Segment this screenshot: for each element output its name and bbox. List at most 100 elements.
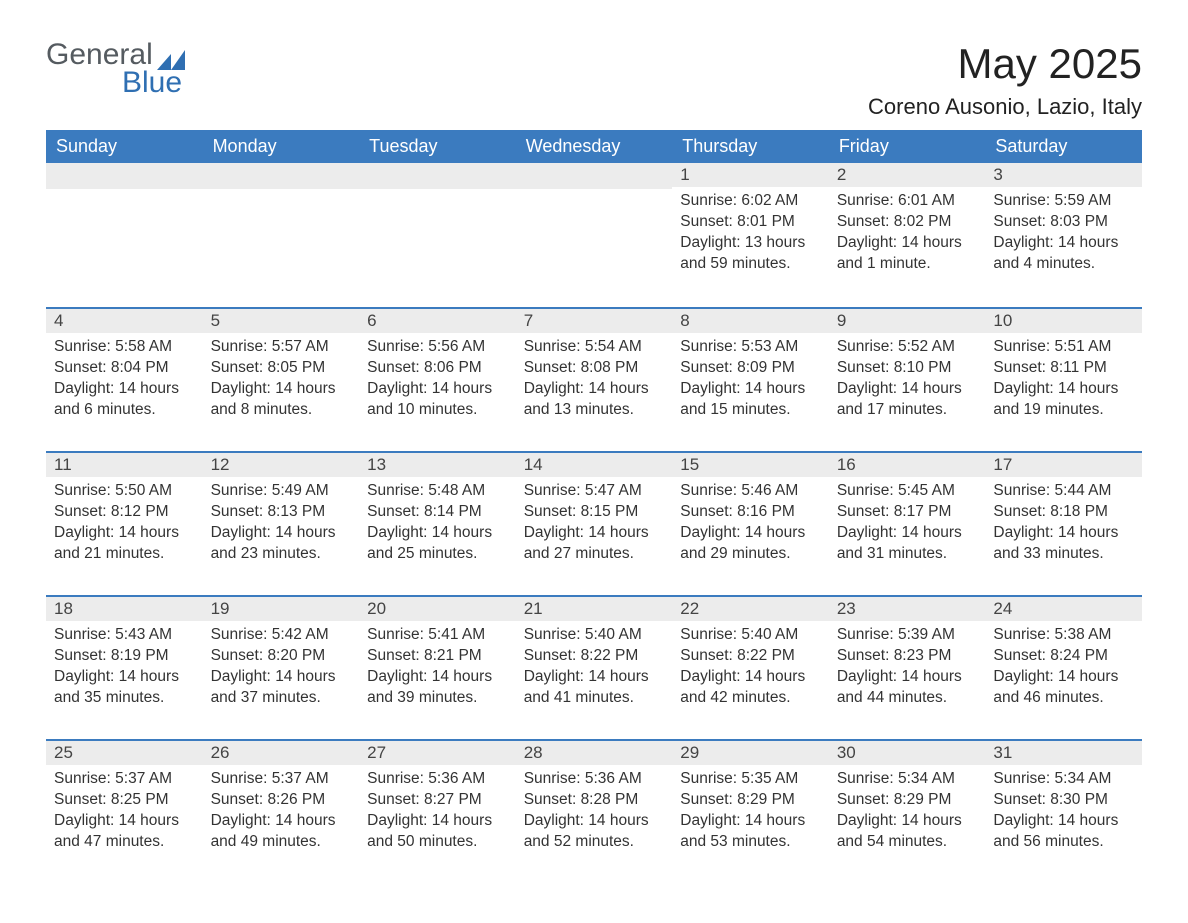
sunrise-line: Sunrise: 6:02 AM [680, 191, 821, 212]
day-number: 20 [359, 597, 516, 621]
sunrise-line: Sunrise: 5:56 AM [367, 337, 508, 358]
sunset-line-value: 8:20 PM [267, 647, 325, 664]
logo-word2: Blue [122, 68, 185, 98]
sunrise-line: Sunrise: 5:45 AM [837, 481, 978, 502]
sunrise-line-label: Sunrise: [524, 626, 585, 643]
day-details: Sunrise: 5:49 AMSunset: 8:13 PMDaylight:… [203, 477, 360, 595]
calendar-day-cell: 4Sunrise: 5:58 AMSunset: 8:04 PMDaylight… [46, 308, 203, 452]
sunset-line-value: 8:04 PM [111, 359, 169, 376]
day-details: Sunrise: 5:37 AMSunset: 8:26 PMDaylight:… [203, 765, 360, 883]
day-details: Sunrise: 5:56 AMSunset: 8:06 PMDaylight:… [359, 333, 516, 451]
day-details: Sunrise: 5:36 AMSunset: 8:27 PMDaylight:… [359, 765, 516, 883]
sunrise-line-value: 5:56 AM [428, 338, 485, 355]
sunrise-line-label: Sunrise: [993, 192, 1054, 209]
calendar-day-cell [516, 163, 673, 308]
sunrise-line-value: 5:54 AM [585, 338, 642, 355]
sunset-line-value: 8:26 PM [267, 791, 325, 808]
daylight-line: Daylight: 14 hours and 4 minutes. [993, 233, 1134, 275]
daylight-line: Daylight: 14 hours and 33 minutes. [993, 523, 1134, 565]
sunset-line: Sunset: 8:22 PM [524, 646, 665, 667]
day-number: 23 [829, 597, 986, 621]
day-number: 12 [203, 453, 360, 477]
day-details: Sunrise: 5:58 AMSunset: 8:04 PMDaylight:… [46, 333, 203, 451]
day-details: Sunrise: 5:36 AMSunset: 8:28 PMDaylight:… [516, 765, 673, 883]
daylight-line-label: Daylight: [837, 524, 902, 541]
sunrise-line-value: 5:34 AM [1055, 770, 1112, 787]
day-number: 19 [203, 597, 360, 621]
sunrise-line: Sunrise: 5:51 AM [993, 337, 1134, 358]
day-number: 10 [985, 309, 1142, 333]
sunrise-line-label: Sunrise: [993, 626, 1054, 643]
sunrise-line-label: Sunrise: [680, 482, 741, 499]
day-number: 7 [516, 309, 673, 333]
sunset-line: Sunset: 8:03 PM [993, 212, 1134, 233]
daylight-line: Daylight: 14 hours and 35 minutes. [54, 667, 195, 709]
sunrise-line: Sunrise: 5:40 AM [524, 625, 665, 646]
calendar-day-cell: 26Sunrise: 5:37 AMSunset: 8:26 PMDayligh… [203, 740, 360, 883]
daylight-line-label: Daylight: [680, 234, 745, 251]
daylight-line: Daylight: 14 hours and 39 minutes. [367, 667, 508, 709]
sunset-line-label: Sunset: [524, 503, 581, 520]
sunset-line-value: 8:18 PM [1050, 503, 1108, 520]
daylight-line: Daylight: 14 hours and 15 minutes. [680, 379, 821, 421]
day-details: Sunrise: 5:52 AMSunset: 8:10 PMDaylight:… [829, 333, 986, 451]
daylight-line: Daylight: 14 hours and 27 minutes. [524, 523, 665, 565]
logo: General Blue [46, 40, 185, 98]
sunrise-line-value: 5:43 AM [115, 626, 172, 643]
sunrise-line: Sunrise: 5:41 AM [367, 625, 508, 646]
sunset-line-value: 8:22 PM [581, 647, 639, 664]
sunset-line: Sunset: 8:28 PM [524, 790, 665, 811]
sunset-line-label: Sunset: [837, 359, 894, 376]
sunrise-line-label: Sunrise: [524, 482, 585, 499]
sunset-line-label: Sunset: [680, 503, 737, 520]
calendar-day-cell: 14Sunrise: 5:47 AMSunset: 8:15 PMDayligh… [516, 452, 673, 596]
calendar-day-cell: 16Sunrise: 5:45 AMSunset: 8:17 PMDayligh… [829, 452, 986, 596]
sunset-line-label: Sunset: [993, 213, 1050, 230]
daylight-line: Daylight: 14 hours and 49 minutes. [211, 811, 352, 853]
daylight-line: Daylight: 14 hours and 53 minutes. [680, 811, 821, 853]
sunset-line-label: Sunset: [993, 503, 1050, 520]
day-details: Sunrise: 5:37 AMSunset: 8:25 PMDaylight:… [46, 765, 203, 883]
sunrise-line-label: Sunrise: [680, 338, 741, 355]
calendar-day-cell: 27Sunrise: 5:36 AMSunset: 8:27 PMDayligh… [359, 740, 516, 883]
sunset-line-label: Sunset: [993, 647, 1050, 664]
daylight-line: Daylight: 14 hours and 50 minutes. [367, 811, 508, 853]
day-details: Sunrise: 5:40 AMSunset: 8:22 PMDaylight:… [672, 621, 829, 739]
sunset-line-label: Sunset: [680, 791, 737, 808]
daylight-line-label: Daylight: [680, 812, 745, 829]
sunset-line-value: 8:14 PM [424, 503, 482, 520]
daylight-line: Daylight: 14 hours and 10 minutes. [367, 379, 508, 421]
calendar-table: Sunday Monday Tuesday Wednesday Thursday… [46, 130, 1142, 883]
sunrise-line-label: Sunrise: [993, 338, 1054, 355]
calendar-day-cell: 17Sunrise: 5:44 AMSunset: 8:18 PMDayligh… [985, 452, 1142, 596]
sunrise-line-value: 5:48 AM [428, 482, 485, 499]
daylight-line-label: Daylight: [993, 380, 1058, 397]
sunset-line-value: 8:16 PM [737, 503, 795, 520]
weekday-header: Tuesday [359, 130, 516, 163]
weekday-header: Sunday [46, 130, 203, 163]
calendar-day-cell: 18Sunrise: 5:43 AMSunset: 8:19 PMDayligh… [46, 596, 203, 740]
daylight-line: Daylight: 14 hours and 13 minutes. [524, 379, 665, 421]
daylight-line: Daylight: 14 hours and 23 minutes. [211, 523, 352, 565]
sunset-line: Sunset: 8:10 PM [837, 358, 978, 379]
calendar-day-cell: 20Sunrise: 5:41 AMSunset: 8:21 PMDayligh… [359, 596, 516, 740]
sunrise-line-value: 5:39 AM [898, 626, 955, 643]
sunrise-line: Sunrise: 5:34 AM [837, 769, 978, 790]
sunset-line-label: Sunset: [837, 213, 894, 230]
day-number: 15 [672, 453, 829, 477]
day-number: 11 [46, 453, 203, 477]
sunrise-line-value: 5:53 AM [741, 338, 798, 355]
sunset-line: Sunset: 8:27 PM [367, 790, 508, 811]
sunrise-line: Sunrise: 5:36 AM [367, 769, 508, 790]
sunset-line: Sunset: 8:02 PM [837, 212, 978, 233]
sunrise-line: Sunrise: 5:40 AM [680, 625, 821, 646]
calendar-day-cell: 24Sunrise: 5:38 AMSunset: 8:24 PMDayligh… [985, 596, 1142, 740]
sunset-line-label: Sunset: [524, 647, 581, 664]
day-number: 27 [359, 741, 516, 765]
sunset-line: Sunset: 8:25 PM [54, 790, 195, 811]
day-number: 25 [46, 741, 203, 765]
sunrise-line-value: 5:59 AM [1055, 192, 1112, 209]
sunset-line-label: Sunset: [54, 647, 111, 664]
sunset-line-value: 8:11 PM [1050, 359, 1107, 376]
daylight-line: Daylight: 14 hours and 19 minutes. [993, 379, 1134, 421]
